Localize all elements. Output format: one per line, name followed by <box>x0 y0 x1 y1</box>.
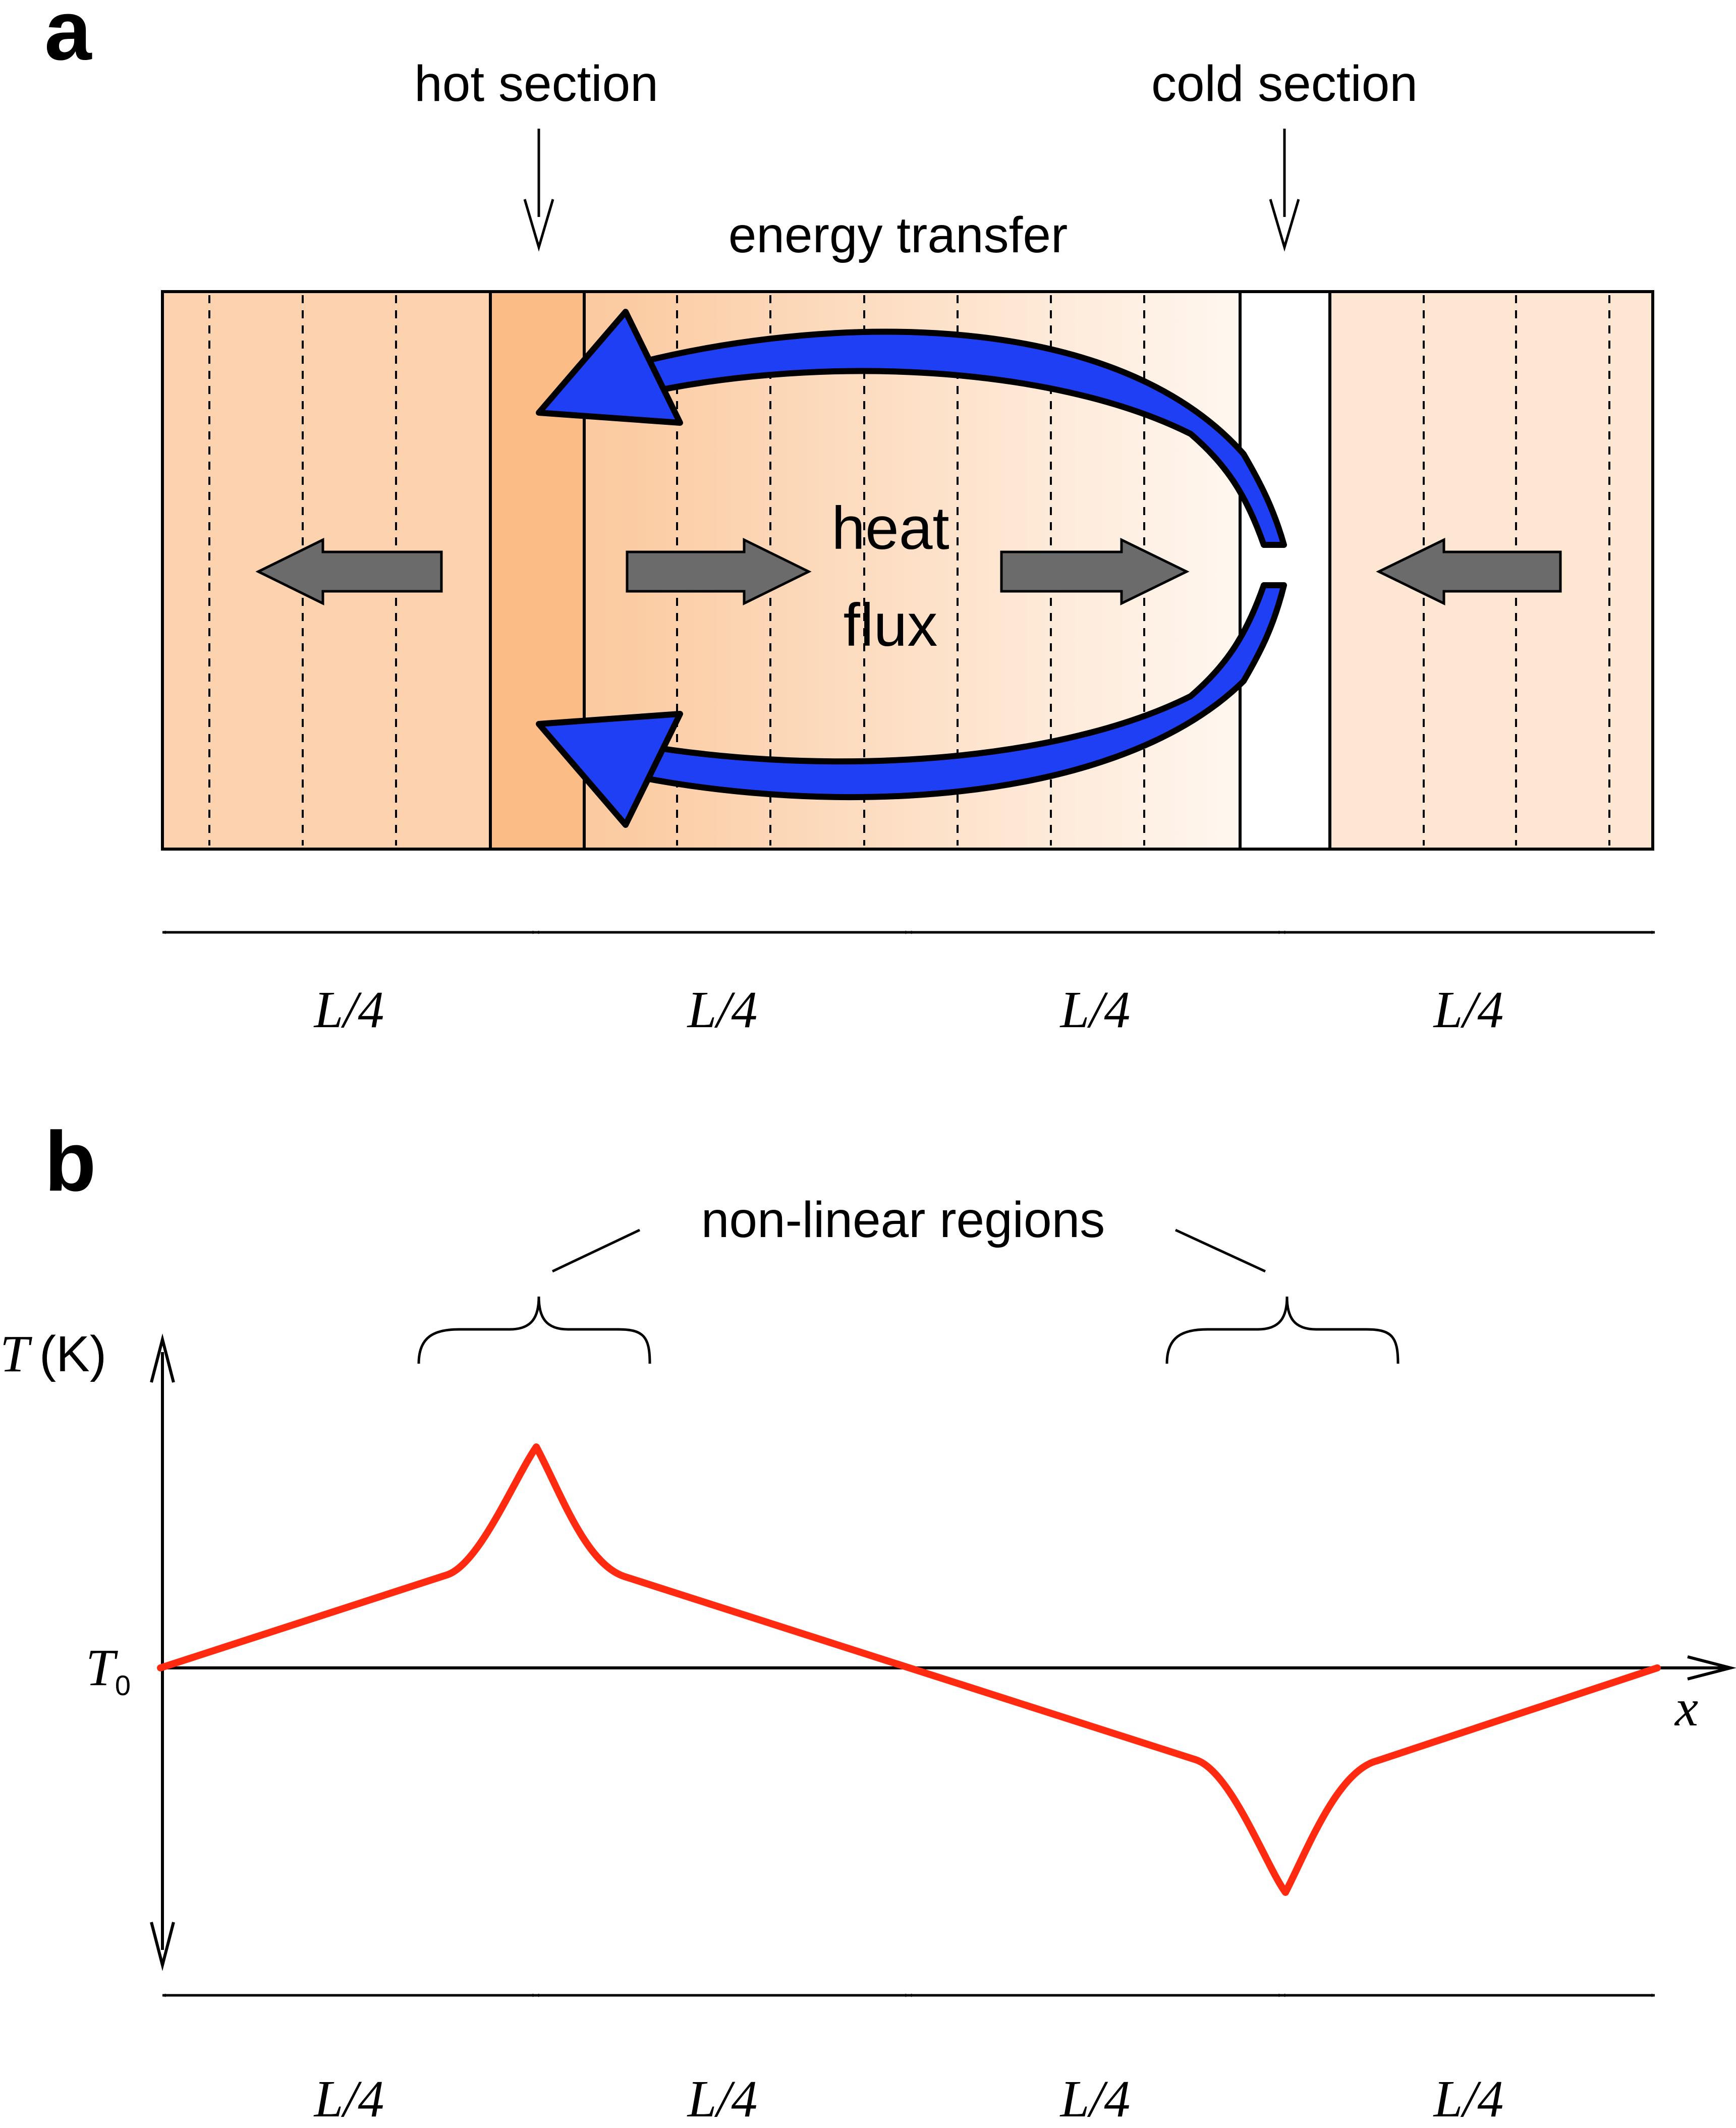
heat-flux-label-line1: heat <box>831 494 949 562</box>
segment-label-b3: L/4 <box>1059 2070 1131 2128</box>
baseline-label: T0 <box>86 1639 131 1701</box>
energy-transfer-label: energy transfer <box>729 207 1068 263</box>
temperature-curve <box>157 1443 1661 1896</box>
panel-a-letter: a <box>44 0 92 78</box>
segment-label-a3: L/4 <box>1059 981 1131 1039</box>
segment-label-a4: L/4 <box>1433 981 1504 1039</box>
cold-section-slab <box>1239 290 1331 851</box>
cold-section-label: cold section <box>1151 55 1418 112</box>
y-axis-label: T (K) <box>0 1325 106 1383</box>
flux-arrow-right-2 <box>1000 537 1190 606</box>
cold-pointer-arrow <box>1269 129 1300 252</box>
x-axis-label: x <box>1674 1679 1698 1737</box>
segment-label-b1: L/4 <box>313 2070 384 2128</box>
flux-arrow-left-1 <box>255 537 443 606</box>
segment-label-b2: L/4 <box>687 2070 758 2128</box>
brace-cold <box>1165 1296 1399 1364</box>
energy-arrow-upper <box>536 309 1287 548</box>
non-linear-regions-label: non-linear regions <box>701 1192 1105 1248</box>
y-axis <box>150 1333 175 1971</box>
bracket-leader-right <box>1174 1228 1266 1273</box>
hot-pointer-arrow <box>523 129 554 252</box>
heat-flux-label-line2: flux <box>844 591 938 659</box>
x-axis <box>162 1655 1736 1681</box>
segment-label-a1: L/4 <box>313 981 384 1039</box>
segment-label-b4: L/4 <box>1433 2070 1504 2128</box>
segment-label-a2: L/4 <box>687 981 758 1039</box>
hot-section-label: hot section <box>414 55 658 112</box>
rod-outline <box>161 290 1654 851</box>
brace-hot <box>417 1296 651 1364</box>
flux-arrow-right-1 <box>626 537 812 606</box>
flux-arrow-left-2 <box>1376 537 1562 606</box>
panel-b-letter: b <box>44 1114 96 1209</box>
bracket-leader-left <box>551 1228 641 1273</box>
energy-arrow-lower <box>536 582 1287 828</box>
